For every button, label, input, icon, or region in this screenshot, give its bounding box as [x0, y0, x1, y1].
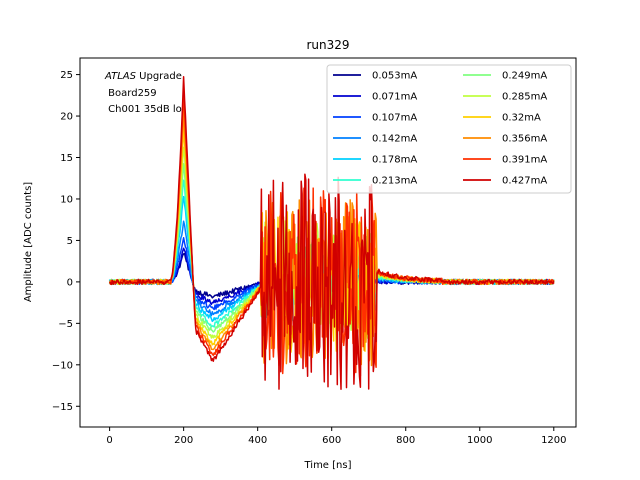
y-tick-label: 0	[67, 277, 73, 288]
legend-box	[326, 64, 572, 194]
x-tick-label: 0	[106, 435, 112, 446]
annotation-line-1: ATLAS Upgrade	[104, 71, 182, 82]
legend-label: 0.178mA	[372, 155, 417, 166]
legend-label: 0.32mA	[502, 113, 541, 124]
legend-label: 0.071mA	[372, 92, 417, 103]
series-line-0.427mA	[109, 76, 555, 390]
x-tick-label: 200	[174, 435, 193, 446]
y-tick-label: 5	[67, 236, 73, 247]
x-axis: 0 200 400 600 800 1000 1200	[106, 427, 567, 446]
y-tick-label: −10	[52, 360, 73, 371]
annotation-line-2: Board259	[105, 88, 157, 99]
y-tick-label: −5	[58, 319, 73, 330]
series-group	[108, 76, 555, 390]
annotation: ATLAS Upgrade Board259 Ch001 35dB lo	[104, 71, 182, 115]
legend-label: 0.107mA	[372, 113, 417, 124]
y-axis: −15 −10 −5 0 5 10 15 20 25	[52, 70, 80, 413]
y-tick-label: 20	[60, 112, 73, 123]
y-tick-label: 25	[60, 70, 73, 81]
x-tick-label: 800	[396, 435, 415, 446]
annotation-upgrade: Upgrade	[136, 71, 182, 82]
legend-label: 0.213mA	[372, 176, 417, 187]
chart-title: run329	[306, 38, 349, 52]
legend-label: 0.053mA	[372, 71, 417, 82]
plot-frame	[79, 57, 577, 428]
legend-label: 0.249mA	[502, 71, 547, 82]
y-tick-label: 15	[60, 153, 73, 164]
legend: 0.053mA 0.071mA 0.107mA 0.142mA 0.178mA 0.213…	[326, 64, 572, 194]
x-tick-label: 1200	[541, 435, 566, 446]
legend-label: 0.285mA	[502, 92, 547, 103]
x-tick-label: 600	[322, 435, 341, 446]
x-tick-label: 1000	[467, 435, 492, 446]
x-axis-label: Time [ns]	[303, 460, 351, 471]
legend-label: 0.391mA	[502, 155, 547, 166]
y-tick-label: −15	[52, 402, 73, 413]
legend-label: 0.142mA	[372, 134, 417, 145]
annotation-line-3: Ch001 35dB lo	[105, 104, 182, 115]
legend-label: 0.427mA	[502, 176, 547, 187]
y-tick-label: 10	[60, 194, 73, 205]
legend-label: 0.356mA	[502, 134, 547, 145]
x-tick-label: 400	[248, 435, 267, 446]
y-axis-label: Amplitude [ADC counts]	[23, 182, 34, 302]
annotation-atlas: ATLAS	[104, 71, 137, 82]
